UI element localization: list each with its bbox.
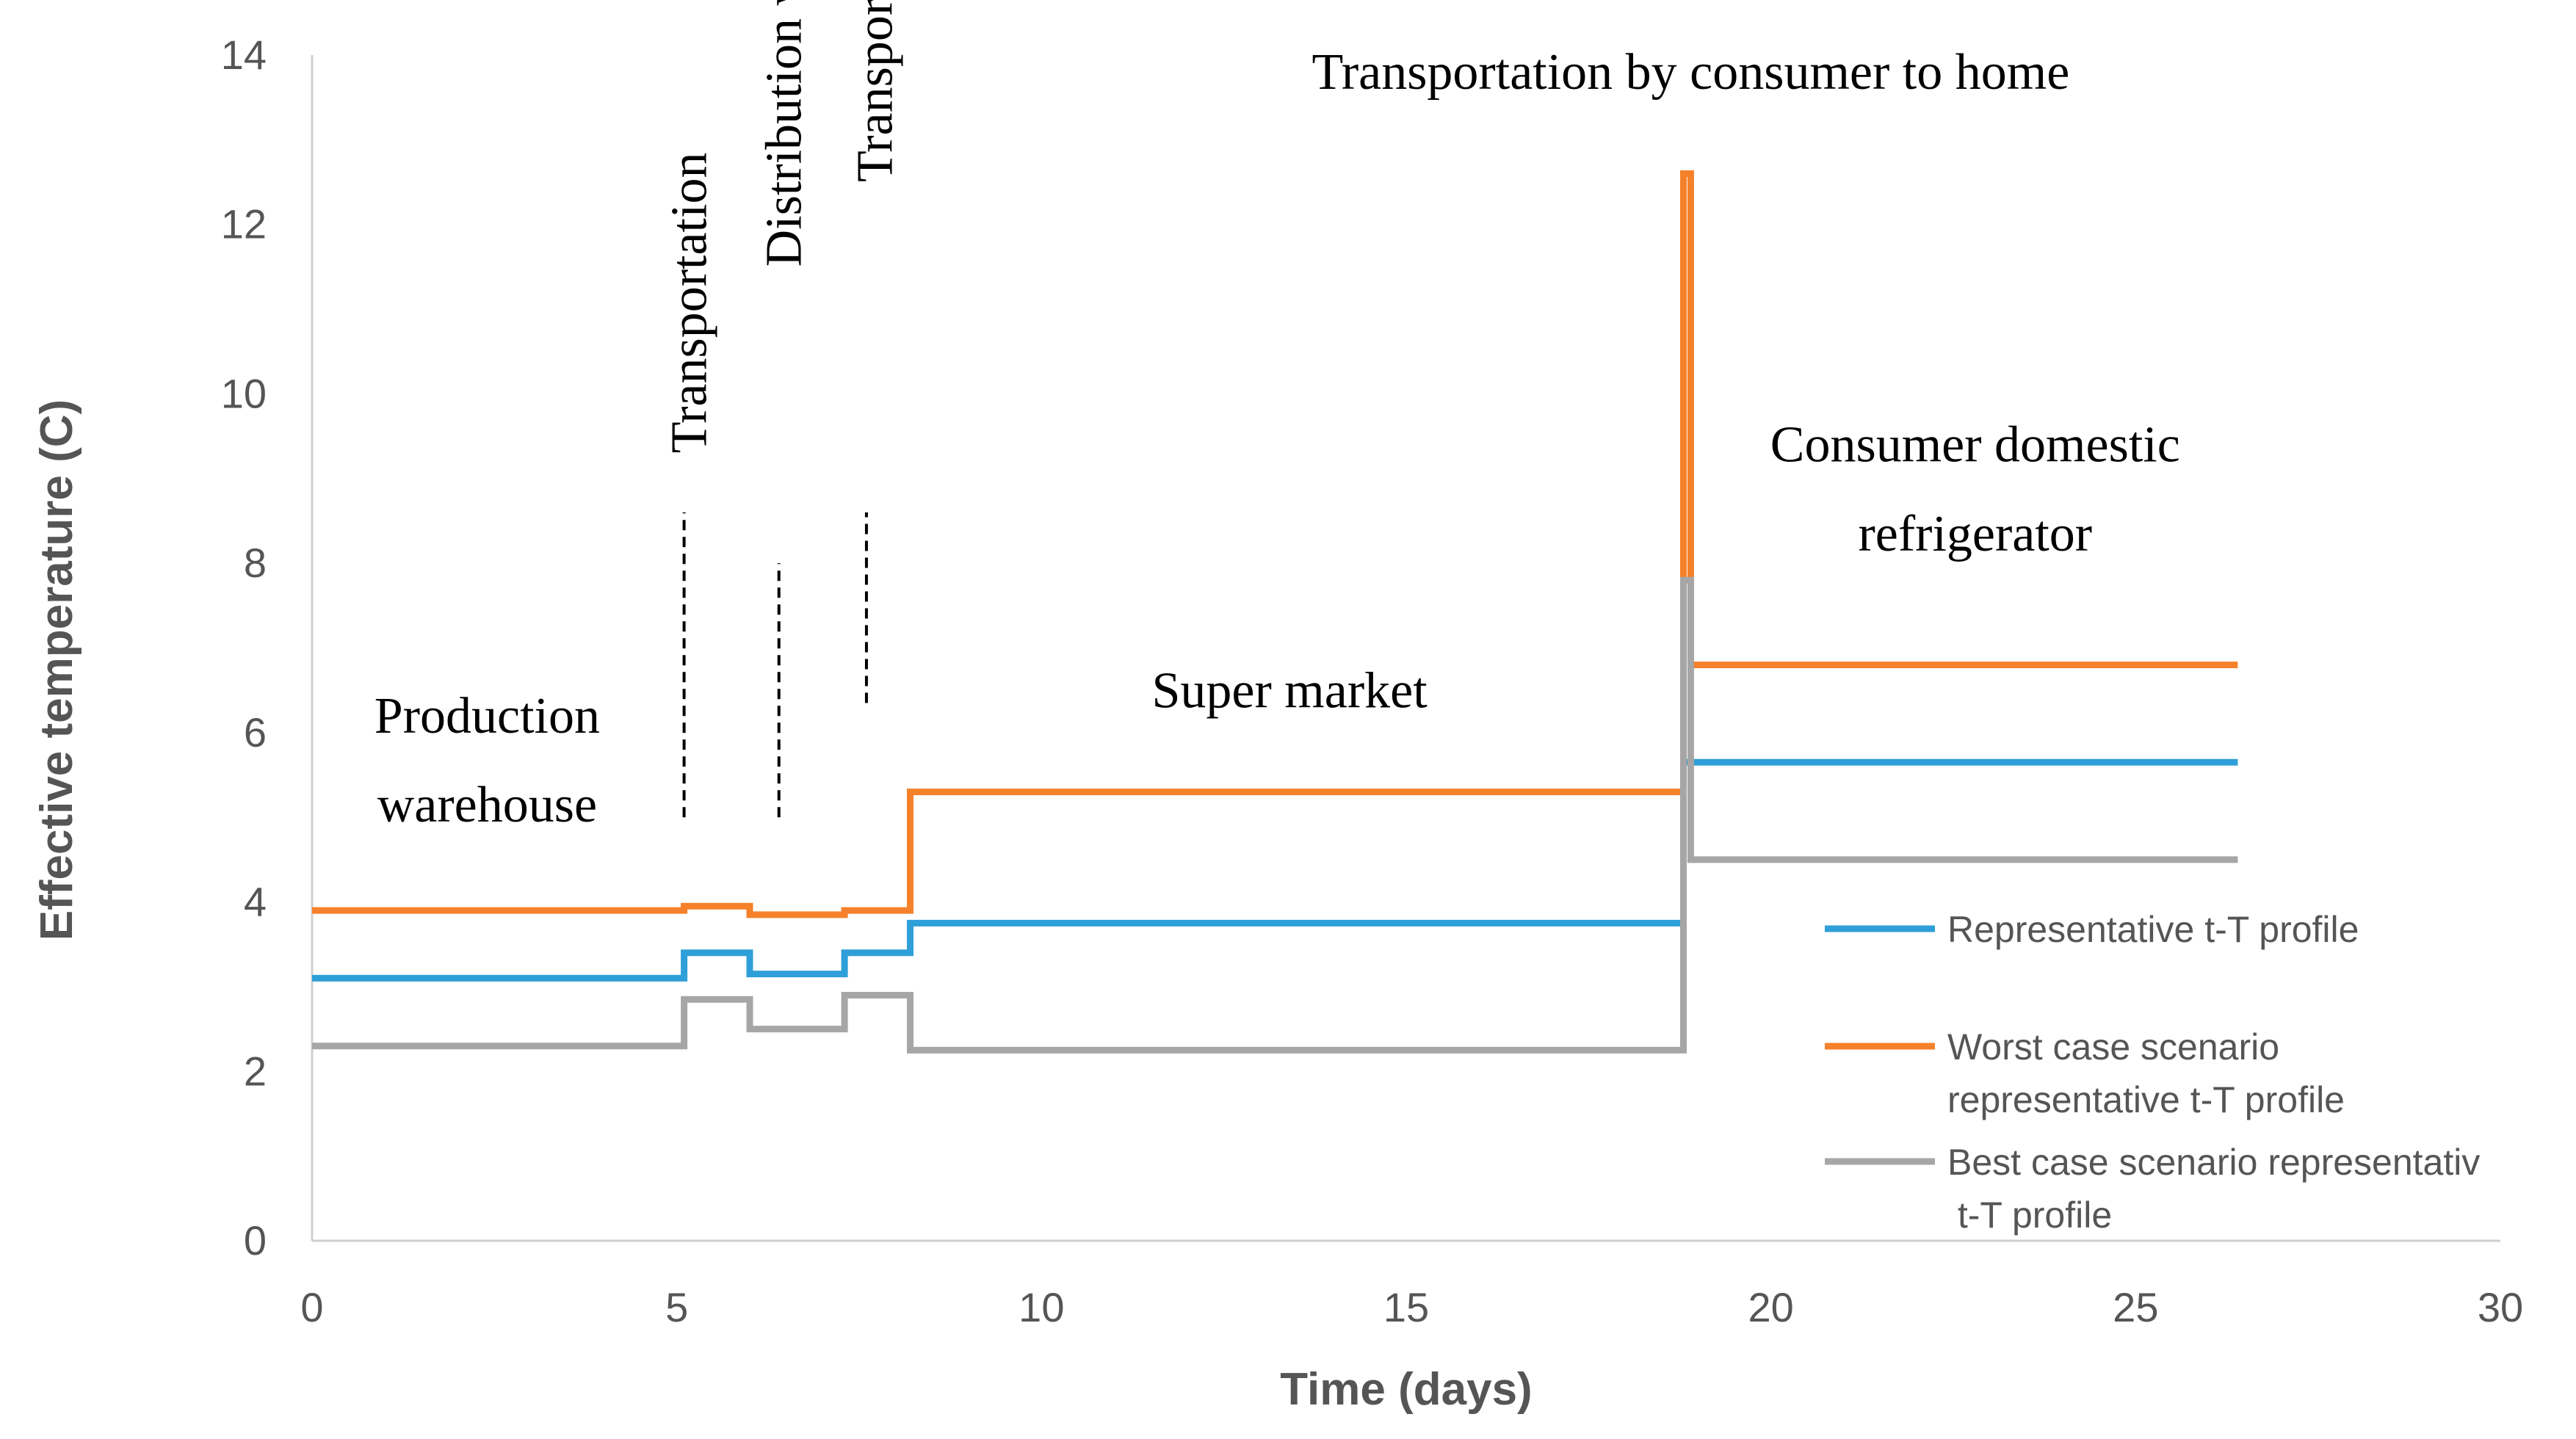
annotation-label: Transportation — [847, 0, 904, 182]
x-tick-label: 15 — [1383, 1284, 1429, 1330]
chart: 0 2 4 6 8 10 12 14 0 5 10 15 20 25 30 Production wareh… — [0, 0, 2576, 1439]
y-axis-title: Effective temperature (C) — [32, 399, 82, 940]
y-tick-label: 0 — [244, 1217, 267, 1264]
x-tick-label: 10 — [1019, 1284, 1064, 1330]
y-tick-label: 2 — [244, 1048, 267, 1094]
x-tick-label: 5 — [665, 1284, 688, 1330]
x-tick-label: 0 — [300, 1284, 323, 1330]
x-tick-label: 20 — [1748, 1284, 1794, 1330]
annotation-label: Distribution warehouse — [756, 0, 813, 267]
legend-label: Worst case scenario representative t-T pr… — [1947, 1026, 2345, 1120]
annotation-label: Transportation — [661, 153, 717, 454]
legend: Representative t-T profile Worst case sce… — [1825, 909, 2480, 1236]
legend-label: Best case scenario representativ t-T pro… — [1947, 1142, 2480, 1236]
y-tick-label: 14 — [221, 32, 267, 78]
legend-label: Representative t-T profile — [1947, 909, 2359, 950]
stage-dividers — [684, 512, 866, 817]
y-axis-ticks: 0 2 4 6 8 10 12 14 — [221, 32, 267, 1264]
y-tick-label: 4 — [244, 879, 267, 925]
stage-annotations: Production warehouse Transportation Distrib… — [375, 0, 2180, 833]
x-axis-ticks: 0 5 10 15 20 25 30 — [300, 1284, 2523, 1330]
annotation-label: Production — [375, 688, 600, 744]
y-tick-label: 8 — [244, 540, 267, 586]
annotation-label: Super market — [1151, 662, 1428, 719]
annotation-label: refrigerator — [1858, 506, 2092, 562]
annotation-label: warehouse — [377, 777, 597, 833]
x-axis-title: Time (days) — [1280, 1364, 1532, 1415]
y-tick-label: 12 — [221, 201, 267, 247]
annotation-label: Consumer domestic — [1770, 417, 2180, 474]
y-tick-label: 10 — [221, 370, 267, 416]
annotation-label: Transportation by consumer to home — [1312, 44, 2070, 101]
x-tick-label: 25 — [2113, 1284, 2158, 1330]
y-tick-label: 6 — [244, 709, 267, 755]
x-tick-label: 30 — [2478, 1284, 2523, 1330]
